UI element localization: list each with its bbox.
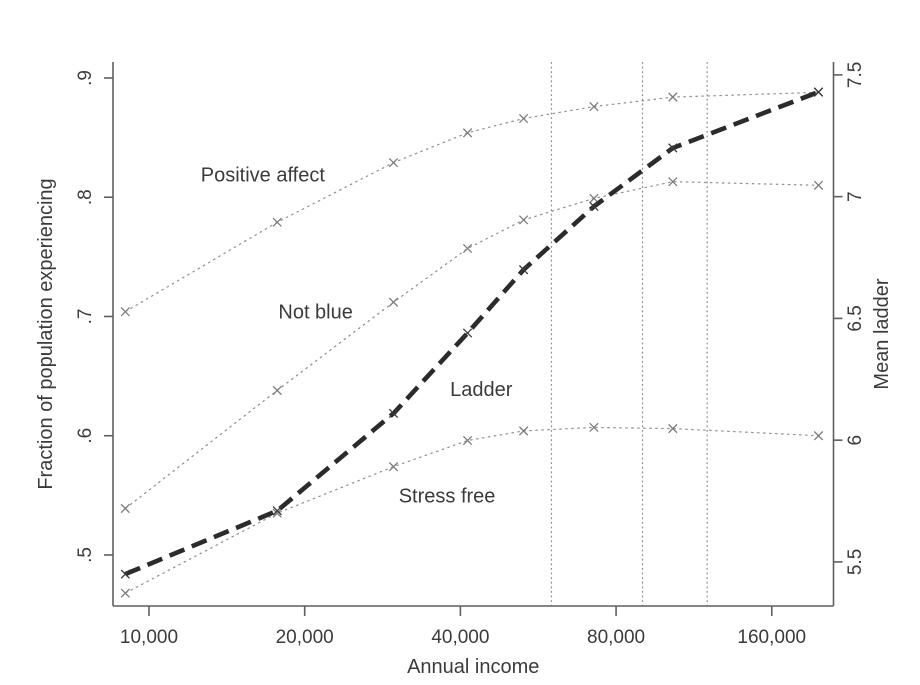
x-marker-icon [589, 101, 599, 112]
y-axis-left-title: Fraction of population experiencing [35, 178, 57, 489]
y-right-tick-label: 7.5 [845, 62, 866, 88]
x-marker-icon [120, 569, 130, 579]
x-marker-icon [813, 87, 824, 97]
x-marker-icon [518, 426, 529, 436]
y-right-tick-label: 6 [845, 435, 866, 446]
y-right-tick-label: 5.5 [845, 549, 866, 575]
x-marker-icon [589, 201, 599, 212]
series-line-ladder [124, 89, 820, 577]
y-left-tick-label: .7 [75, 309, 96, 325]
x-marker-icon [272, 506, 282, 516]
series-markers-positive-affect [120, 87, 824, 317]
series-markers-stress-free [120, 422, 824, 598]
series-label-ladder: Ladder [450, 379, 513, 401]
x-marker-icon [668, 423, 678, 434]
y-right-tick-label: 7 [845, 191, 866, 202]
x-marker-icon [589, 193, 599, 204]
series-markers-not-blue [120, 177, 824, 514]
x-marker-icon [668, 92, 678, 102]
x-marker-icon [388, 157, 399, 168]
x-marker-icon [668, 143, 678, 153]
series-line-stress-free [125, 426, 819, 594]
x-tick-label: 160,000 [737, 627, 806, 648]
x-marker-icon [272, 217, 282, 227]
x-marker-icon [120, 588, 130, 598]
x-marker-icon [462, 328, 473, 338]
y-left-tick-label: .6 [75, 428, 96, 444]
x-marker-icon [813, 180, 824, 190]
x-marker-icon [518, 113, 529, 124]
x-marker-icon [272, 385, 282, 396]
series-markers-ladder [120, 87, 824, 579]
series-label-not-blue: Not blue [278, 302, 353, 324]
x-tick-label: 20,000 [276, 627, 334, 648]
y-right-tick-label: 6.5 [845, 305, 866, 331]
x-tick-label: 80,000 [587, 627, 645, 648]
x-marker-icon [462, 128, 473, 138]
x-marker-icon [388, 297, 399, 307]
y-axis-right-title: Mean ladder [871, 278, 893, 390]
x-marker-icon [462, 243, 473, 254]
series-label-stress-free: Stress free [399, 485, 496, 507]
series-line-not-blue [124, 181, 819, 509]
x-tick-label: 40,000 [431, 627, 489, 648]
x-tick-label: 10,000 [120, 627, 178, 648]
x-marker-icon [668, 177, 678, 187]
x-marker-icon [462, 435, 473, 446]
x-marker-icon [813, 431, 824, 441]
x-marker-icon [589, 422, 599, 433]
x-marker-icon [272, 508, 282, 518]
y-left-tick-label: .9 [75, 70, 96, 86]
x-axis-title: Annual income [407, 656, 539, 678]
x-marker-icon [518, 265, 529, 275]
x-marker-icon [388, 462, 399, 472]
y-left-tick-label: .5 [75, 547, 96, 563]
x-marker-icon [518, 215, 529, 225]
x-marker-icon [388, 408, 399, 419]
series-label-positive-affect: Positive affect [201, 165, 326, 187]
x-marker-icon [120, 307, 130, 317]
x-marker-icon [120, 503, 130, 514]
series-line-positive-affect [124, 91, 819, 313]
y-left-tick-label: .8 [75, 189, 96, 205]
